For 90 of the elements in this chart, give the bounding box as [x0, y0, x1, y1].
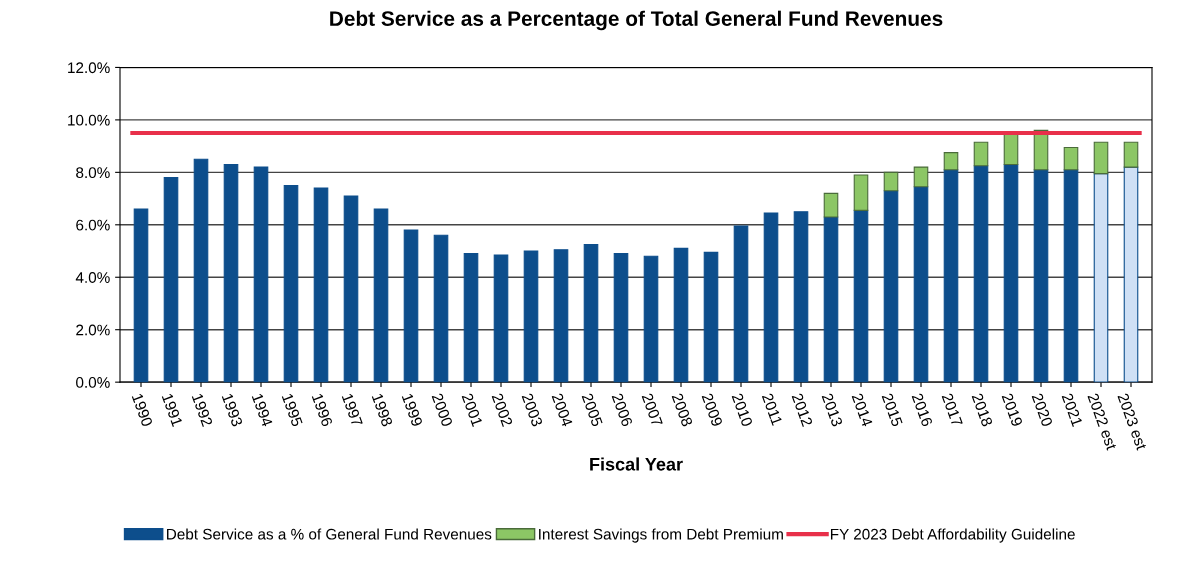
x-tick-label: 2020	[1031, 392, 1053, 428]
x-tick-label: 1993	[221, 393, 243, 428]
bar	[853, 174, 869, 211]
x-tick-label: 2023 est	[1117, 392, 1148, 451]
x-tick-label: 1990	[131, 393, 153, 428]
bar	[1063, 169, 1079, 383]
bar	[973, 165, 989, 383]
bar	[463, 253, 479, 383]
x-tick-label: 1998	[371, 393, 393, 428]
bar	[703, 251, 719, 383]
bar	[433, 234, 449, 383]
x-tick-label: 2005	[581, 392, 603, 428]
bar	[1093, 141, 1109, 175]
x-tick-label: 2016	[911, 392, 933, 428]
chart-title: Debt Service as a Percentage of Total General Fund Revenues	[330, 10, 943, 31]
x-tick-label: 2007	[641, 392, 663, 427]
x-tick-label: 1997	[341, 393, 363, 427]
y-tick-label: 2.0%	[76, 324, 110, 336]
legend-label: FY 2023 Debt Affordability Guideline	[830, 528, 1075, 543]
bar	[943, 152, 959, 171]
x-tick-label: 1991	[161, 393, 183, 427]
bar	[1003, 133, 1019, 166]
x-tick-label: 2004	[551, 392, 573, 428]
x-tick-label: 2015	[881, 392, 903, 428]
bar	[763, 212, 779, 383]
bar	[133, 208, 149, 383]
x-tick-label: 2010	[731, 392, 753, 428]
bar	[913, 186, 929, 383]
bar	[973, 141, 989, 167]
x-tick-label: 2022 est	[1087, 392, 1118, 451]
bar	[553, 249, 569, 383]
y-tick-label: 12.0%	[68, 62, 110, 74]
x-tick-label: 2019	[1001, 392, 1023, 427]
bar	[883, 171, 899, 192]
bar	[853, 209, 869, 383]
bar	[583, 243, 599, 383]
bar	[823, 216, 839, 383]
x-tick-label: 2012	[791, 392, 813, 427]
x-tick-label: 2003	[521, 392, 543, 428]
bar	[403, 229, 419, 383]
bar	[283, 184, 299, 383]
bar	[1063, 146, 1079, 171]
y-tick-label: 4.0%	[75, 272, 110, 283]
bar	[1033, 169, 1049, 383]
bar	[1123, 166, 1139, 383]
x-tick-label: 2009	[701, 392, 723, 427]
bar	[613, 253, 629, 383]
bar	[823, 192, 839, 218]
bar	[223, 163, 239, 383]
bar	[1093, 173, 1109, 383]
x-tick-label: 2001	[461, 392, 483, 427]
bar	[193, 158, 209, 383]
x-tick-label: 2006	[611, 392, 633, 428]
bar	[313, 187, 329, 383]
bar	[643, 255, 659, 383]
x-tick-label: 1996	[311, 393, 333, 428]
x-tick-label: 1995	[281, 393, 303, 428]
bar	[523, 250, 539, 383]
x-tick-label: 1992	[191, 393, 213, 427]
x-axis-title: Fiscal Year	[590, 457, 683, 471]
bar	[253, 166, 269, 383]
x-tick-label: 2013	[821, 392, 843, 428]
bar	[343, 195, 359, 383]
x-tick-label: 2021	[1061, 392, 1083, 427]
bar	[913, 166, 929, 188]
x-tick-label: 2011	[761, 392, 783, 426]
bar	[883, 190, 899, 383]
x-tick-label: 2017	[941, 392, 963, 427]
x-tick-label: 1999	[401, 393, 423, 427]
y-tick-label: 10.0%	[68, 114, 110, 126]
y-tick-label: 8.0%	[76, 167, 110, 179]
x-tick-label: 2008	[671, 392, 693, 428]
y-tick-label: 6.0%	[76, 219, 110, 231]
bar	[1123, 141, 1139, 168]
bar	[1003, 163, 1019, 383]
bar	[373, 208, 389, 383]
x-tick-label: 2002	[491, 392, 513, 427]
legend-label: Interest Savings from Debt Premium	[539, 528, 783, 543]
legend-label: Debt Service as a % of General Fund Revenues	[167, 528, 492, 540]
bar	[793, 211, 809, 383]
x-tick-label: 1994	[251, 393, 273, 428]
bar	[673, 247, 689, 383]
bar	[493, 254, 509, 383]
y-tick-label: 0.0%	[76, 377, 110, 388]
bar	[943, 169, 959, 383]
x-tick-label: 2014	[851, 392, 873, 428]
bar	[163, 177, 179, 383]
bar	[733, 225, 749, 383]
x-tick-label: 2000	[431, 392, 453, 428]
x-tick-label: 2018	[971, 392, 993, 428]
